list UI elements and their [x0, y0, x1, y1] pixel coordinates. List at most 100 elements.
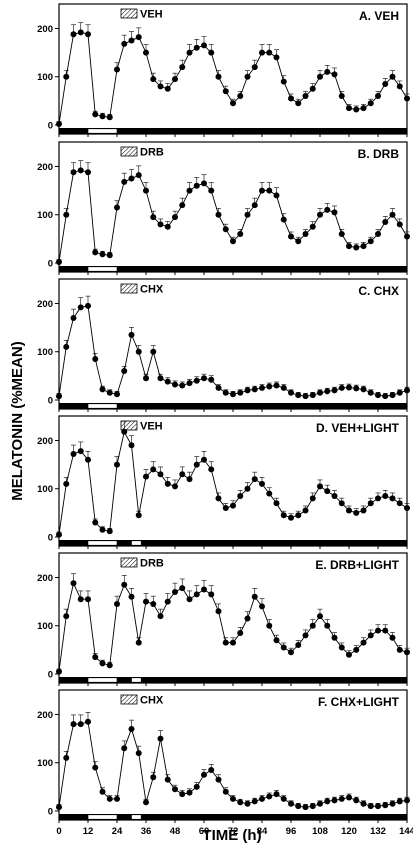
- data-point: [121, 178, 128, 185]
- data-point: [128, 725, 135, 732]
- data-point: [222, 389, 229, 396]
- data-point: [56, 259, 62, 266]
- x-tick-label: 36: [141, 826, 152, 837]
- data-point: [63, 480, 70, 487]
- data-point: [367, 238, 374, 245]
- data-point: [317, 211, 323, 218]
- data-point: [382, 80, 389, 87]
- data-point: [85, 31, 91, 38]
- data-point: [128, 175, 135, 182]
- legend-label: CHX: [140, 695, 164, 707]
- data-point: [150, 601, 157, 608]
- data-point: [360, 639, 367, 646]
- data-point: [302, 231, 309, 238]
- data-point: [251, 476, 258, 483]
- data-point: [331, 387, 338, 394]
- data-point: [237, 629, 244, 636]
- data-point: [114, 391, 120, 398]
- data-point: [375, 803, 381, 810]
- data-point: [244, 485, 251, 492]
- data-point: [114, 461, 120, 468]
- data-point: [273, 192, 280, 199]
- light-bar: [87, 403, 118, 409]
- data-point: [266, 49, 273, 56]
- data-point: [193, 182, 200, 189]
- data-point: [237, 93, 244, 100]
- data-point: [56, 393, 62, 400]
- data-point: [70, 169, 77, 176]
- data-point: [99, 660, 106, 667]
- panel-title: E. DRB+LIGHT: [315, 558, 399, 572]
- data-point: [317, 389, 323, 396]
- light-bar: [87, 814, 118, 820]
- x-tick-label: 12: [83, 826, 94, 837]
- data-point: [324, 798, 331, 805]
- data-point: [164, 378, 171, 385]
- data-point: [63, 613, 70, 620]
- data-point: [382, 393, 389, 400]
- data-point: [172, 786, 178, 793]
- data-point: [324, 68, 331, 75]
- data-point: [353, 106, 360, 113]
- data-point: [121, 428, 128, 435]
- data-point: [157, 735, 164, 742]
- data-point: [135, 512, 142, 519]
- data-point: [280, 78, 287, 85]
- data-point: [288, 233, 294, 240]
- y-tick-label: 200: [37, 573, 53, 584]
- light-bar: [87, 677, 118, 683]
- data-point: [389, 73, 396, 80]
- data-point: [338, 93, 345, 100]
- data-point: [106, 795, 113, 802]
- data-point: [389, 495, 396, 502]
- data-point: [280, 512, 287, 519]
- panel-4: 0 100 200 VEH D. VEH+LIGHT: [37, 415, 410, 549]
- data-point: [85, 302, 91, 309]
- data-point: [331, 71, 338, 78]
- data-point: [150, 214, 157, 221]
- data-point: [346, 105, 352, 112]
- data-point: [367, 389, 374, 396]
- y-tick-label: 0: [48, 396, 53, 407]
- data-point: [404, 797, 410, 804]
- data-point: [389, 211, 396, 218]
- data-point: [244, 73, 251, 80]
- data-point: [338, 384, 345, 391]
- data-point: [317, 800, 323, 807]
- data-point: [99, 526, 106, 533]
- data-point: [382, 627, 389, 634]
- y-axis-title: MELATONIN (%MEAN): [9, 341, 26, 500]
- data-point: [201, 375, 207, 382]
- data-point: [128, 331, 135, 338]
- data-point: [172, 76, 178, 83]
- data-point: [215, 608, 222, 615]
- data-point: [92, 519, 99, 526]
- data-point: [266, 490, 273, 497]
- data-point: [135, 34, 142, 41]
- data-point: [331, 797, 338, 804]
- data-point: [230, 639, 236, 646]
- data-point: [215, 73, 222, 80]
- light-bar: [87, 540, 118, 546]
- data-point: [70, 450, 77, 457]
- data-point: [56, 668, 62, 675]
- data-point: [382, 492, 389, 499]
- data-point: [143, 49, 149, 56]
- y-tick-label: 200: [37, 162, 53, 173]
- data-point: [259, 187, 265, 194]
- y-tick-label: 0: [48, 670, 53, 681]
- data-point: [375, 392, 381, 399]
- panel-title: F. CHX+LIGHT: [318, 695, 400, 709]
- data-point: [121, 745, 128, 752]
- data-point: [164, 598, 171, 605]
- data-point: [143, 799, 149, 806]
- data-point: [266, 187, 273, 194]
- x-tick-label: 108: [312, 826, 328, 837]
- data-point: [114, 66, 120, 73]
- data-point: [237, 231, 244, 238]
- dark-bar: [59, 814, 407, 820]
- data-point: [309, 622, 316, 629]
- data-point: [70, 721, 77, 728]
- data-point: [70, 31, 77, 38]
- data-point: [302, 804, 309, 811]
